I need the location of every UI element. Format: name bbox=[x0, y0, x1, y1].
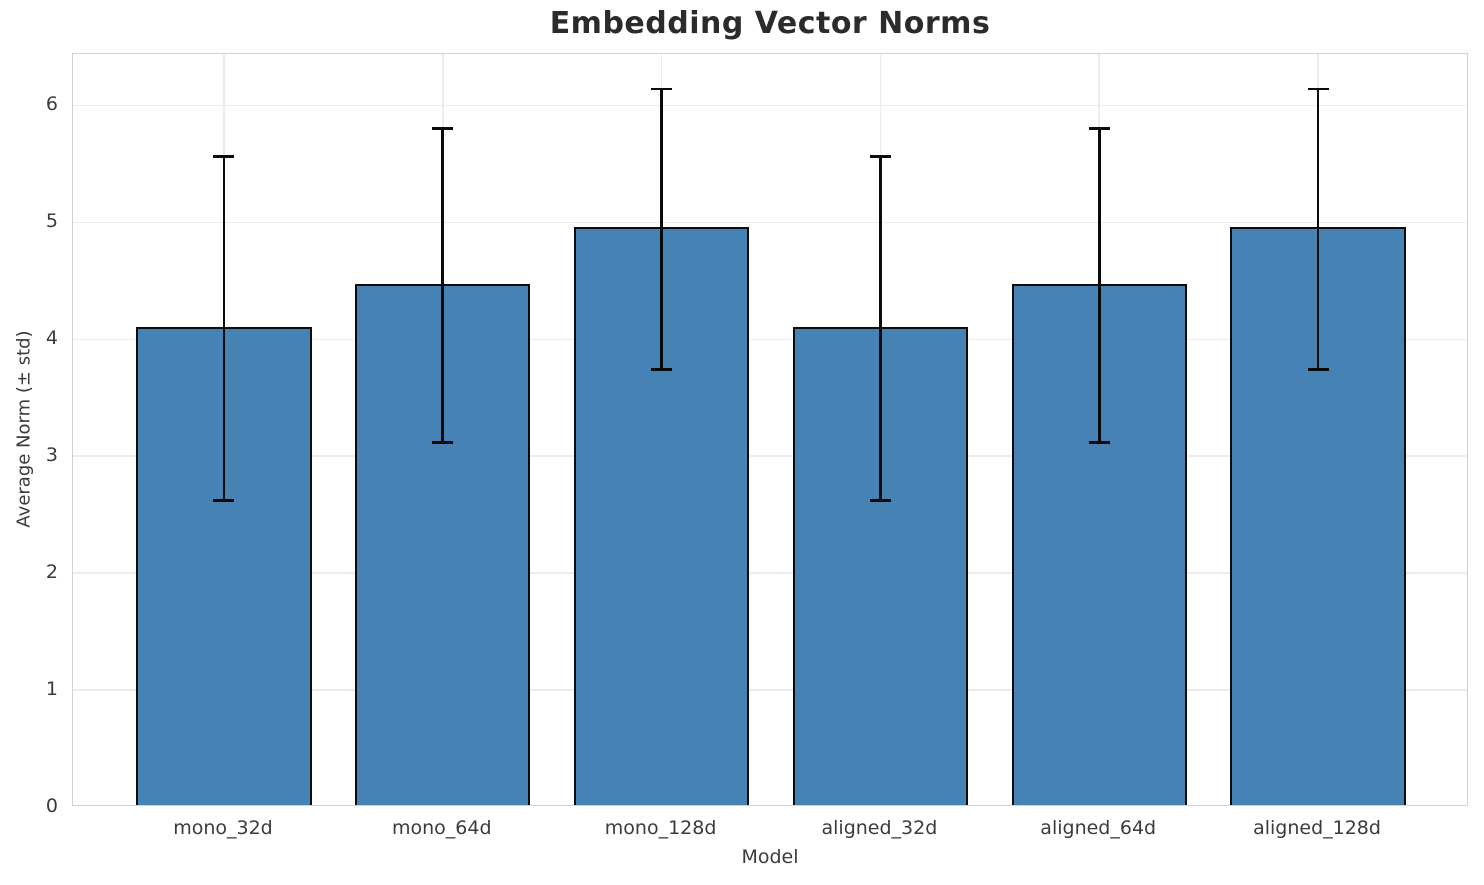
y-tick-label: 0 bbox=[45, 795, 58, 817]
gridline-horizontal bbox=[73, 689, 1467, 691]
error-bar-cap bbox=[651, 368, 673, 372]
y-tick-label: 4 bbox=[45, 327, 58, 350]
x-tick-label: mono_32d bbox=[173, 817, 273, 839]
error-bar-line bbox=[660, 89, 663, 370]
plot-area bbox=[72, 53, 1468, 806]
x-tick-label: aligned_128d bbox=[1253, 817, 1381, 839]
error-bar-cap bbox=[432, 440, 454, 444]
error-bar-cap bbox=[213, 155, 235, 159]
error-bar-cap bbox=[213, 499, 235, 503]
x-tick-label: aligned_32d bbox=[821, 817, 938, 839]
x-tick-label: aligned_64d bbox=[1040, 817, 1157, 839]
error-bar-cap bbox=[432, 127, 454, 131]
gridline-horizontal bbox=[73, 572, 1467, 574]
y-axis-label: Average Norm (± std) bbox=[13, 330, 35, 528]
error-bar-cap bbox=[1088, 440, 1110, 444]
gridline-horizontal bbox=[73, 338, 1467, 341]
gridline-horizontal bbox=[73, 104, 1467, 107]
chart-title: Embedding Vector Norms bbox=[549, 6, 991, 41]
error-bar-cap bbox=[1088, 127, 1110, 131]
error-bar-line bbox=[1316, 89, 1320, 370]
gridline-horizontal bbox=[73, 455, 1467, 457]
error-bar-cap bbox=[869, 499, 891, 503]
error-bar-line bbox=[222, 156, 226, 501]
error-bar-cap bbox=[1307, 368, 1329, 372]
gridline-horizontal bbox=[73, 221, 1467, 224]
y-tick-label: 1 bbox=[45, 678, 58, 701]
x-tick-label: mono_128d bbox=[604, 817, 717, 839]
error-bar-line bbox=[879, 156, 882, 501]
error-bar-cap bbox=[869, 155, 891, 159]
y-tick-label: 5 bbox=[45, 210, 58, 233]
y-tick-label: 2 bbox=[45, 561, 58, 584]
x-tick-label: mono_64d bbox=[392, 817, 492, 839]
x-axis-label: Model bbox=[741, 846, 799, 868]
y-tick-label: 3 bbox=[45, 444, 58, 467]
error-bar-line bbox=[441, 128, 445, 443]
y-tick-label: 6 bbox=[45, 93, 58, 116]
error-bar-cap bbox=[1307, 87, 1329, 91]
error-bar-line bbox=[1097, 128, 1101, 443]
error-bar-cap bbox=[651, 87, 673, 91]
